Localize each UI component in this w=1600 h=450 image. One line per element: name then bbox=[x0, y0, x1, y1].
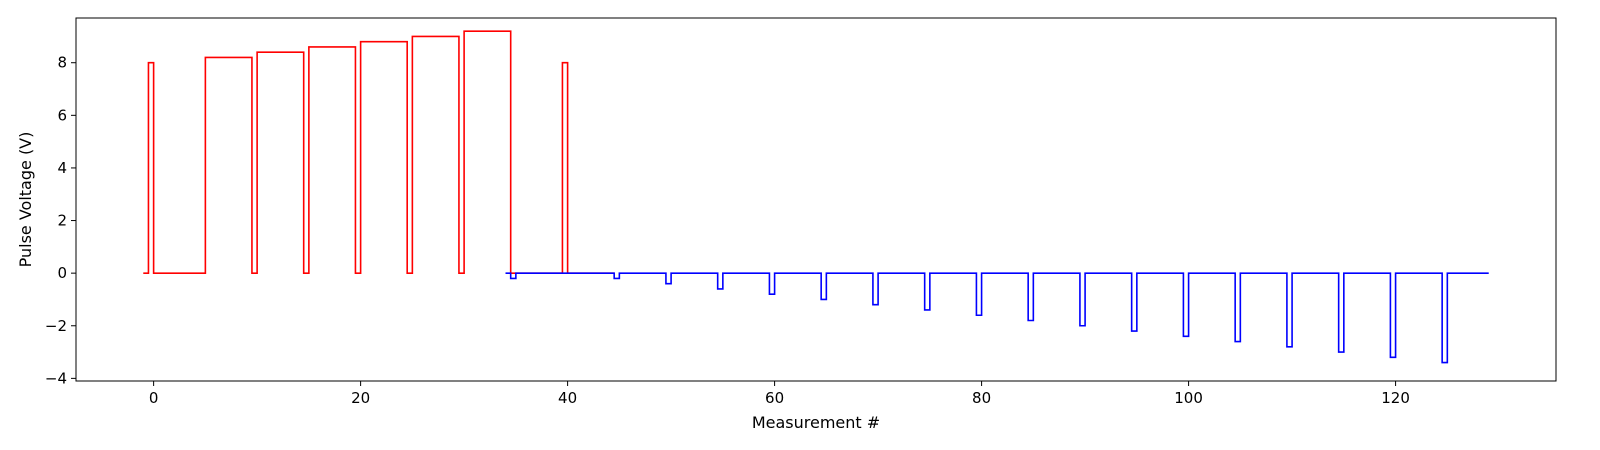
x-tick-label: 60 bbox=[765, 389, 784, 407]
plot-area bbox=[143, 30, 1489, 364]
x-tick-label: 20 bbox=[351, 389, 370, 407]
series-line-1 bbox=[143, 30, 615, 274]
y-tick-label: 8 bbox=[57, 54, 67, 72]
y-axis-ticks: −4 −2 0 2 4 6 8 bbox=[45, 54, 76, 387]
y-tick-label: 2 bbox=[57, 212, 67, 230]
x-axis-ticks: 0 20 40 60 80 100 120 bbox=[149, 381, 1410, 407]
axes-frame bbox=[75, 17, 1557, 382]
x-axis-label: Measurement # bbox=[752, 413, 880, 432]
y-tick-label: 4 bbox=[57, 159, 67, 177]
x-tick-label: 120 bbox=[1381, 389, 1410, 407]
x-tick-label: 40 bbox=[558, 389, 577, 407]
series-line-2 bbox=[505, 272, 1489, 364]
y-tick-label: 0 bbox=[57, 264, 67, 282]
y-tick-label: −2 bbox=[45, 317, 67, 335]
x-tick-label: 100 bbox=[1174, 389, 1203, 407]
x-tick-label: 80 bbox=[972, 389, 991, 407]
y-tick-label: 6 bbox=[57, 106, 67, 124]
y-axis-label: Pulse Voltage (V) bbox=[16, 132, 35, 268]
y-tick-label: −4 bbox=[45, 369, 67, 387]
x-tick-label: 0 bbox=[149, 389, 159, 407]
